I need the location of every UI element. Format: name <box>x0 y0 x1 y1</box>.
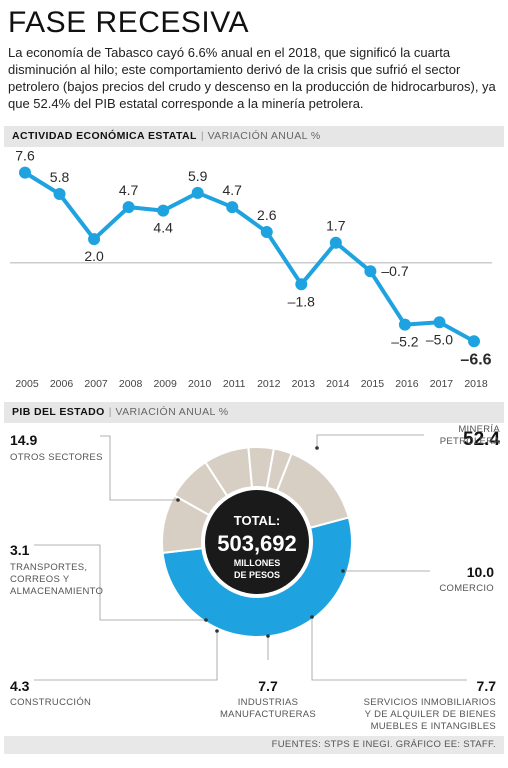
x-tick-label: 2010 <box>188 378 212 390</box>
data-point <box>433 316 446 329</box>
data-label: 5.8 <box>50 169 70 185</box>
x-tick-label: 2014 <box>326 378 350 390</box>
section-header-pib: PIB DEL ESTADO | VARIACIÓN ANUAL % <box>4 402 504 423</box>
data-point <box>19 166 31 179</box>
slice-label: CONSTRUCCIÓN <box>10 697 91 708</box>
slice-value: 3.1 <box>10 542 30 558</box>
source-bar: FUENTES: STPS E INEGI. GRÁFICO EE: STAFF… <box>4 736 504 754</box>
x-tick-label: 2017 <box>430 378 454 390</box>
data-label: 7.6 <box>15 148 35 164</box>
x-tick-label: 2009 <box>153 378 177 390</box>
leader-dot <box>310 615 314 619</box>
data-point <box>295 278 308 291</box>
total-label: TOTAL: <box>234 513 280 528</box>
leader-dot <box>341 569 345 573</box>
data-point <box>122 201 135 214</box>
slice-label: Y DE ALQUILER DE BIENES <box>365 709 496 720</box>
x-tick-label: 2013 <box>292 378 316 390</box>
data-point <box>260 226 273 239</box>
data-label: –5.0 <box>426 331 453 347</box>
x-tick-label: 2012 <box>257 378 281 390</box>
total-unit: MILLONES <box>234 558 281 568</box>
slice-label: TRANSPORTES, <box>10 562 87 573</box>
data-label: 4.4 <box>153 220 173 236</box>
slice-label: OTROS SECTORES <box>10 452 103 463</box>
data-label: 2.6 <box>257 207 277 223</box>
slice-label: MUEBLES E INTANGIBLES <box>371 721 496 732</box>
line-chart: 7.65.82.04.74.45.94.72.6–1.81.7–0.7–5.2–… <box>10 148 492 390</box>
slice-value: 7.7 <box>258 678 278 694</box>
slice-label: ALMACENAMIENTO <box>10 586 103 597</box>
x-tick-label: 2006 <box>50 378 74 390</box>
data-point <box>364 265 377 278</box>
section-title: ACTIVIDAD ECONÓMICA ESTATAL <box>12 130 197 142</box>
section-subtitle: VARIACIÓN ANUAL % <box>115 406 229 418</box>
leader-dot <box>315 446 319 450</box>
x-tick-label: 2008 <box>119 378 143 390</box>
leader-dot <box>204 618 208 622</box>
leader-line <box>316 434 424 448</box>
x-tick-label: 2015 <box>361 378 385 390</box>
slice-value: 52.4 <box>463 429 500 450</box>
data-point <box>468 335 480 348</box>
slice-value: 4.3 <box>10 678 30 694</box>
section-header-activity: ACTIVIDAD ECONÓMICA ESTATAL | VARIACIÓN AN… <box>4 126 504 147</box>
x-tick-label: 2016 <box>395 378 419 390</box>
activity-series-line <box>23 170 475 344</box>
leader-dot <box>266 634 270 638</box>
data-point <box>191 186 204 199</box>
pie-slice <box>275 452 350 529</box>
donut-center <box>205 490 309 594</box>
page-title: FASE RECESIVA <box>8 6 250 39</box>
x-tick-label: 2007 <box>84 378 108 390</box>
slice-label: MINERÍA <box>458 424 500 435</box>
data-label: –5.2 <box>391 334 418 350</box>
total-unit: DE PESOS <box>234 570 280 580</box>
x-tick-label: 2011 <box>223 378 246 390</box>
leader-line <box>34 544 206 621</box>
slice-value: 14.9 <box>10 432 37 448</box>
section-subtitle: VARIACIÓN ANUAL % <box>207 130 321 142</box>
data-label: –6.6 <box>460 351 491 368</box>
slice-label: CORREOS Y <box>10 574 70 585</box>
data-label: 4.7 <box>222 182 242 198</box>
section-title: PIB DEL ESTADO <box>12 406 105 418</box>
data-point <box>329 236 342 249</box>
total-value: 503,692 <box>217 531 297 556</box>
data-label: 4.7 <box>119 182 139 198</box>
slice-label: MANUFACTURERAS <box>220 709 316 720</box>
data-label: –1.8 <box>288 293 315 309</box>
slice-label: SERVICIOS INMOBILIARIOS <box>364 697 496 708</box>
data-point <box>88 233 101 246</box>
slice-label: COMERCIO <box>439 583 494 594</box>
data-point <box>157 204 170 217</box>
leader-line <box>34 631 218 681</box>
leader-dot <box>215 629 219 633</box>
source-text: FUENTES: STPS E INEGI. GRÁFICO EE: STAFF… <box>271 739 496 750</box>
data-label: 5.9 <box>188 168 208 184</box>
data-point <box>53 188 66 201</box>
slice-label: INDUSTRIAS <box>238 697 299 708</box>
intro-paragraph: La economía de Tabasco cayó 6.6% anual e… <box>8 45 496 111</box>
pie-slice <box>161 516 353 638</box>
slice-value: 10.0 <box>467 564 494 580</box>
x-tick-label: 2018 <box>464 378 488 390</box>
data-point <box>226 201 239 214</box>
slice-value: 7.7 <box>477 678 497 694</box>
data-label: –0.7 <box>381 263 408 279</box>
slice-label: PETROLERA <box>440 436 501 447</box>
leader-dot <box>176 498 180 502</box>
leader-line <box>311 617 467 681</box>
x-tick-label: 2005 <box>15 378 39 390</box>
data-label: 2.0 <box>84 248 104 264</box>
leader-line <box>100 435 178 501</box>
data-point <box>398 318 411 331</box>
data-label: 1.7 <box>326 218 346 234</box>
